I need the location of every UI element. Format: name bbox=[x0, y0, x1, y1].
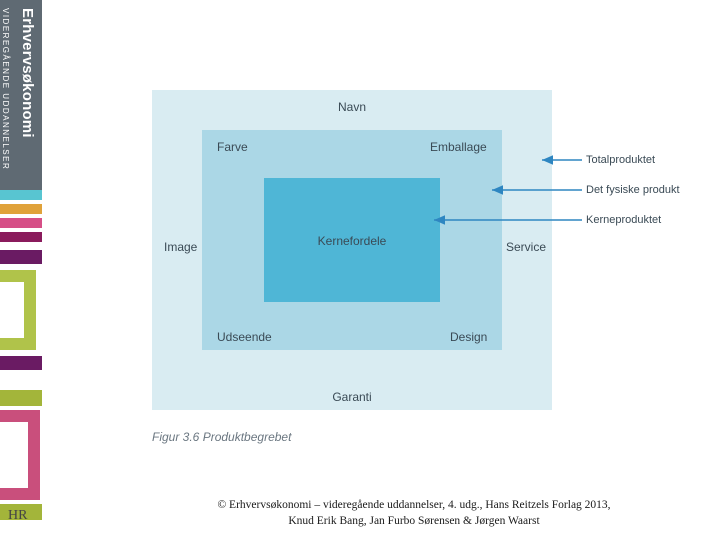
decor-ring bbox=[0, 270, 36, 350]
decor-bar bbox=[0, 218, 42, 228]
diagram-stage: Navn Image Service Garanti Farve Emballa… bbox=[42, 0, 720, 540]
footer-credits: © Erhvervsøkonomi – videregående uddanne… bbox=[84, 497, 720, 530]
brand-bg: Erhvervsøkonomi VIDEREGÅENDE UDDANNELSER bbox=[0, 0, 42, 190]
brand-subtitle: VIDEREGÅENDE UDDANNELSER bbox=[0, 8, 16, 182]
decor-bar bbox=[0, 204, 42, 214]
footer-line2: Knud Erik Bang, Jan Furbo Sørensen & Jør… bbox=[288, 515, 539, 527]
hr-mark: HR bbox=[8, 508, 27, 524]
figure-caption: Figur 3.6 Produktbegrebet bbox=[152, 430, 291, 444]
brand-strip: Erhvervsøkonomi VIDEREGÅENDE UDDANNELSER bbox=[0, 0, 42, 540]
brand-title: Erhvervsøkonomi bbox=[19, 8, 36, 138]
callout-arrows bbox=[42, 0, 720, 540]
decor-bar bbox=[0, 232, 42, 242]
decor-bar bbox=[0, 190, 42, 200]
brand-decor bbox=[0, 190, 42, 540]
brand-title-block: Erhvervsøkonomi VIDEREGÅENDE UDDANNELSER bbox=[0, 0, 42, 190]
footer-line1: © Erhvervsøkonomi – videregående uddanne… bbox=[217, 499, 610, 511]
decor-ring bbox=[0, 410, 40, 500]
